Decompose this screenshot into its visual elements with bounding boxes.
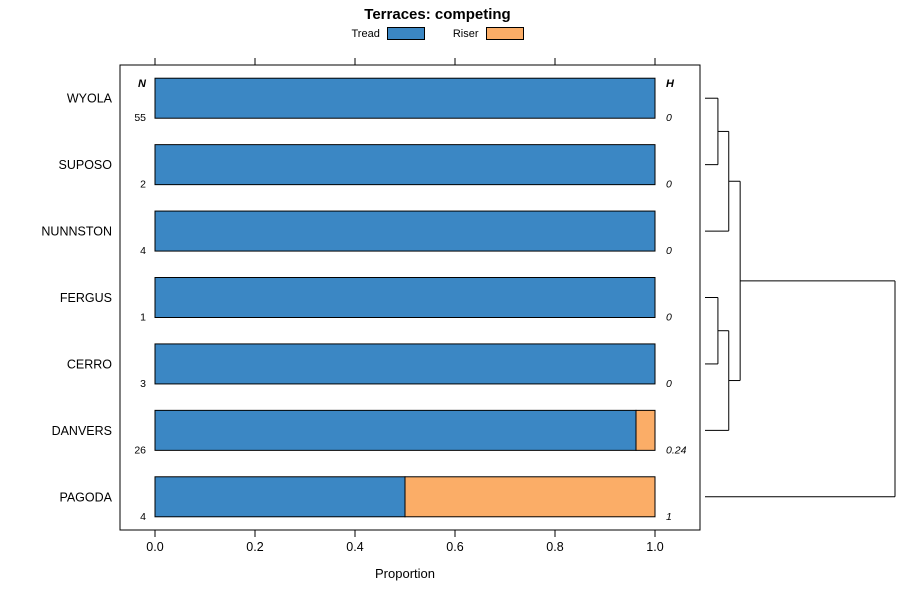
- h-value: 0: [666, 245, 672, 257]
- bar-segment-tread: [154, 409, 637, 451]
- bar-segment-riser: [635, 409, 656, 451]
- row-label: WYOLA: [67, 92, 113, 106]
- h-value: 0.24: [666, 444, 687, 456]
- x-axis-label: Proportion: [375, 566, 435, 581]
- bar-segment-tread: [154, 476, 406, 518]
- h-column-header: H: [666, 78, 675, 90]
- legend-item-riser: Riser: [453, 27, 524, 40]
- n-value: 1: [140, 312, 146, 324]
- x-tick-label: 0.8: [546, 540, 563, 554]
- n-column-header: N: [138, 78, 147, 90]
- legend-swatch-riser: [485, 27, 524, 40]
- legend-item-tread: Tread: [352, 27, 425, 40]
- chart-title: Terraces: competing: [364, 6, 511, 23]
- bar-segment-riser: [404, 476, 656, 518]
- row-label: NUNNSTON: [41, 225, 112, 239]
- bar-segment-tread: [154, 210, 656, 252]
- x-tick-label: 0.2: [246, 540, 263, 554]
- row-label: CERRO: [67, 357, 112, 371]
- row-label: FERGUS: [60, 291, 112, 305]
- bar-segment-tread: [154, 144, 656, 186]
- h-value: 0: [666, 179, 672, 191]
- h-value: 0: [666, 312, 672, 324]
- x-tick-label: 0.0: [146, 540, 163, 554]
- h-value: 0: [666, 112, 672, 124]
- x-tick-label: 0.4: [346, 540, 363, 554]
- legend-swatch-tread: [386, 27, 425, 40]
- legend: Tread Riser: [0, 27, 875, 40]
- bar-segment-tread: [154, 77, 656, 119]
- x-tick-label: 1.0: [646, 540, 663, 554]
- n-value: 4: [140, 511, 146, 523]
- row-label: SUPOSO: [59, 158, 113, 172]
- bar-segment-tread: [154, 343, 656, 385]
- legend-label-tread: Tread: [351, 27, 380, 40]
- row-label: PAGODA: [59, 490, 112, 504]
- n-value: 2: [140, 179, 146, 191]
- row-label: DANVERS: [52, 424, 112, 438]
- n-value: 55: [134, 112, 146, 124]
- n-value: 3: [140, 378, 146, 390]
- legend-label-riser: Riser: [452, 27, 479, 40]
- h-value: 1: [666, 511, 672, 523]
- n-value: 4: [140, 245, 146, 257]
- n-value: 26: [134, 444, 146, 456]
- bar-segment-tread: [154, 277, 656, 318]
- x-tick-label: 0.6: [446, 540, 463, 554]
- h-value: 0: [666, 378, 672, 390]
- plot-border: [119, 64, 701, 531]
